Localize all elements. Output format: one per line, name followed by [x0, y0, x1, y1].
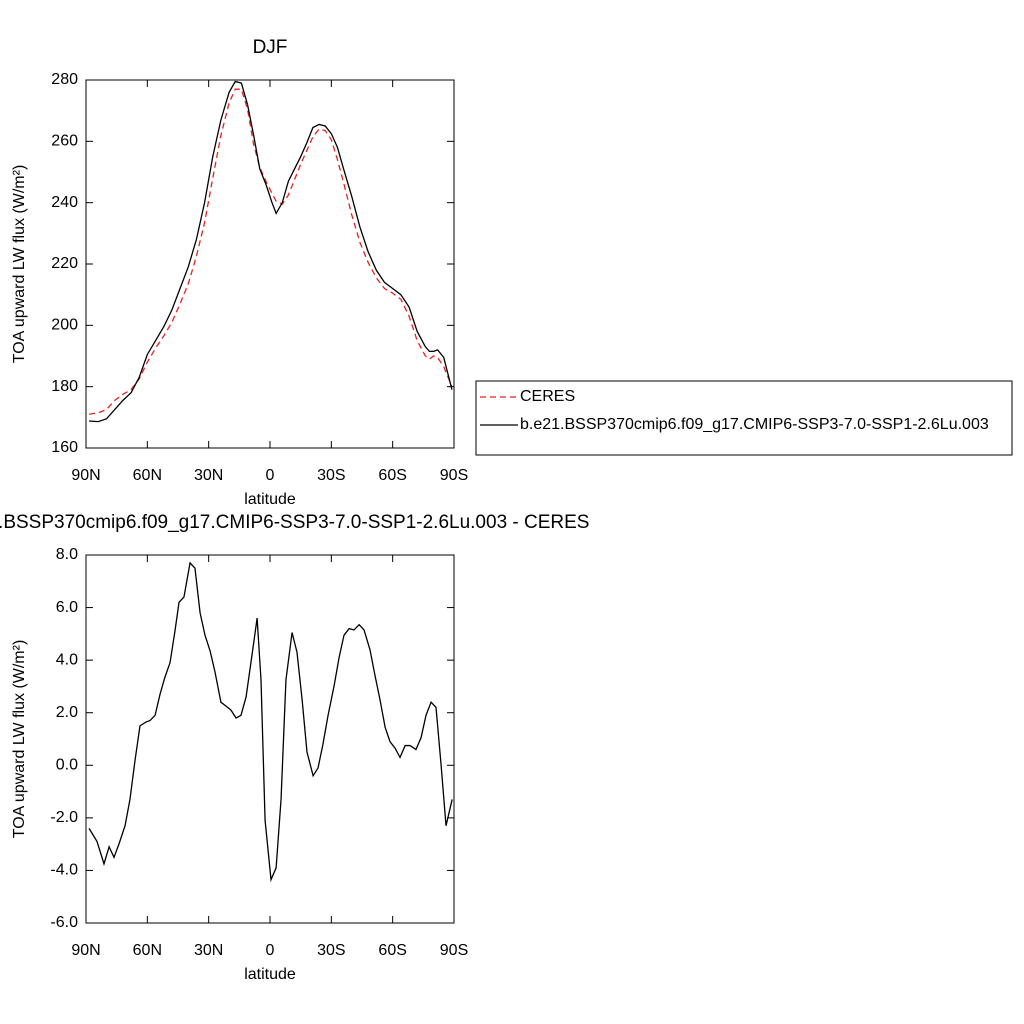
x-axis-label: latitude: [244, 491, 296, 508]
x-tick-label: 60S: [378, 942, 406, 959]
y-tick-label: 260: [51, 133, 78, 150]
y-tick-label: 220: [51, 255, 78, 272]
x-tick-label: 30S: [317, 467, 345, 484]
legend-label: b.e21.BSSP370cmip6.f09_g17.CMIP6-SSP3-7.…: [520, 416, 989, 433]
y-tick-label: 8.0: [56, 546, 78, 563]
plot-frame: [85, 79, 455, 449]
y-axis-label: TOA upward LW flux (W/m²): [11, 165, 28, 364]
y-tick-label: -4.0: [50, 862, 78, 879]
x-tick-label: 90S: [440, 942, 468, 959]
y-tick-label: 0.0: [56, 757, 78, 774]
x-tick-label: 90N: [71, 467, 100, 484]
y-tick-label: 160: [51, 439, 78, 456]
x-axis-label: latitude: [244, 966, 296, 983]
y-tick-label: 2.0: [56, 704, 78, 721]
y-tick-label: 4.0: [56, 651, 78, 668]
x-tick-label: 30N: [194, 467, 223, 484]
legend-label: CERES: [520, 388, 575, 405]
x-tick-label: 30S: [317, 942, 345, 959]
data-line: [89, 80, 453, 423]
x-tick-label: 0: [266, 467, 275, 484]
y-tick-label: -2.0: [50, 809, 78, 826]
data-line: [88, 561, 453, 883]
x-tick-label: 90S: [440, 467, 468, 484]
x-tick-label: 60N: [133, 942, 162, 959]
y-tick-label: 240: [51, 194, 78, 211]
x-tick-label: 30N: [194, 942, 223, 959]
x-tick-label: 90N: [71, 942, 100, 959]
y-tick-label: 6.0: [56, 599, 78, 616]
data-line: [88, 88, 453, 415]
legend-box: [475, 380, 1013, 456]
y-tick-label: 200: [51, 317, 78, 334]
chart-title: DJF: [253, 37, 288, 58]
y-tick-label: -6.0: [50, 914, 78, 931]
x-tick-label: 60N: [133, 467, 162, 484]
y-tick-label: 180: [51, 378, 78, 395]
y-axis-label: TOA upward LW flux (W/m²): [11, 640, 28, 839]
chart-title: b.e21.BSSP370cmip6.f09_g17.CMIP6-SSP3-7.…: [0, 512, 589, 533]
y-tick-label: 280: [51, 71, 78, 88]
x-tick-label: 60S: [378, 467, 406, 484]
x-tick-label: 0: [266, 942, 275, 959]
